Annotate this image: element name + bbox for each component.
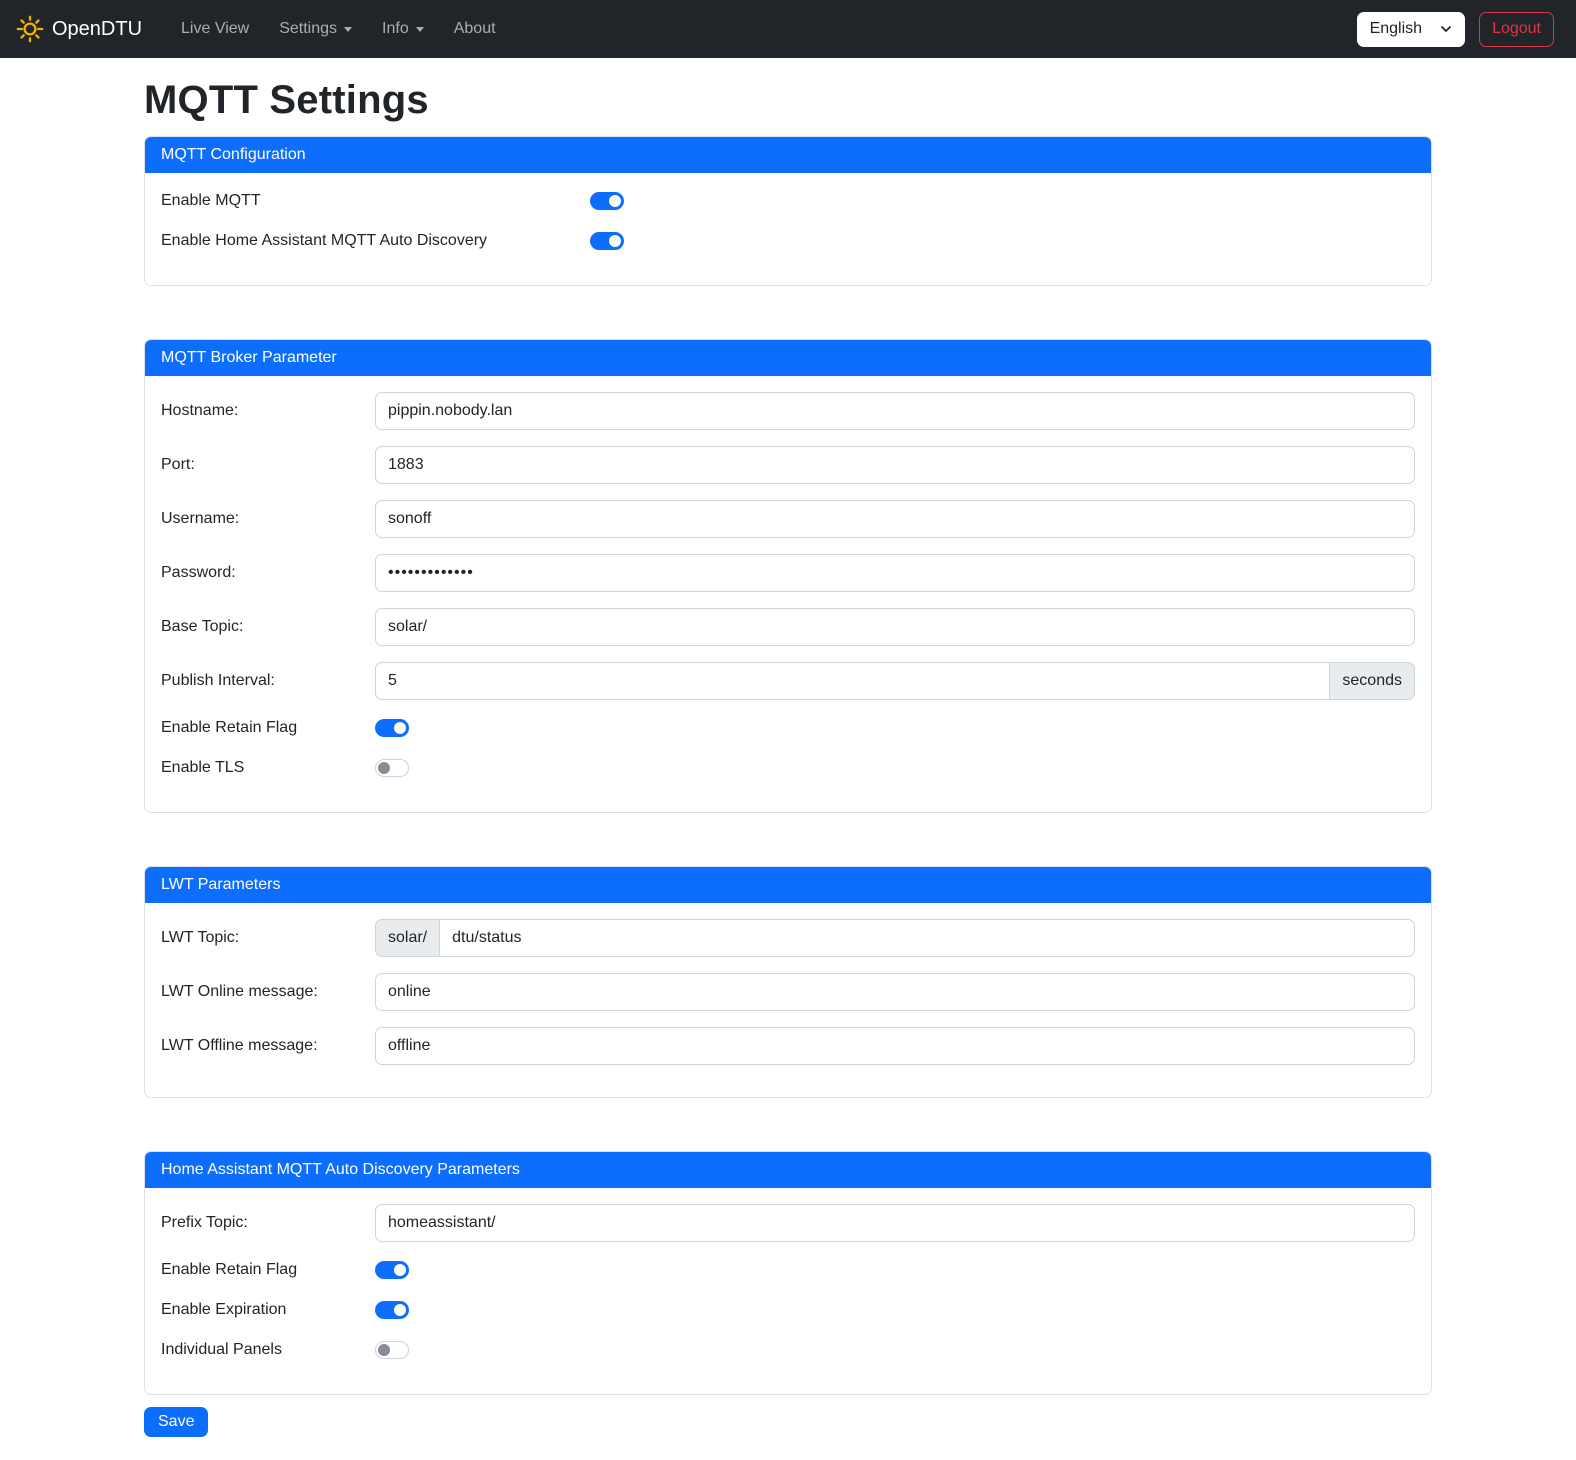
brand[interactable]: OpenDTU [16, 15, 142, 43]
lwt-parameters-card: LWT Parameters LWT Topic: solar/ LWT Onl… [144, 866, 1432, 1098]
ha-discovery-body: Prefix Topic: Enable Retain Flag Enable … [145, 1188, 1431, 1394]
lwt-parameters-header: LWT Parameters [145, 867, 1431, 903]
lwt-online-input[interactable] [375, 973, 1415, 1011]
enable-ha-discovery-row: Enable Home Assistant MQTT Auto Discover… [161, 229, 1415, 253]
hostname-row: Hostname: [161, 392, 1415, 430]
publish-interval-row: Publish Interval: seconds [161, 662, 1415, 700]
enable-mqtt-toggle[interactable] [590, 192, 624, 210]
nav-about[interactable]: About [453, 20, 496, 37]
retain-flag-label: Enable Retain Flag [161, 719, 298, 736]
prefix-topic-input[interactable] [375, 1204, 1415, 1242]
toggle-knob [394, 1304, 406, 1316]
publish-interval-input[interactable] [375, 662, 1331, 700]
mqtt-configuration-header: MQTT Configuration [145, 137, 1431, 173]
publish-interval-label: Publish Interval: [161, 672, 275, 689]
base-topic-label: Base Topic: [161, 618, 244, 635]
toggle-knob [378, 762, 390, 774]
navbar-right: English Logout [1356, 11, 1560, 47]
port-input[interactable] [375, 446, 1415, 484]
username-input[interactable] [375, 500, 1415, 538]
enable-mqtt-label: Enable MQTT [161, 192, 261, 209]
hostname-input[interactable] [375, 392, 1415, 430]
nav-live-view[interactable]: Live View [181, 20, 250, 37]
brand-label: OpenDTU [52, 17, 143, 40]
enable-expiration-row: Enable Expiration [161, 1298, 1415, 1322]
mqtt-broker-card: MQTT Broker Parameter Hostname: Port: Us… [144, 339, 1432, 813]
toggle-knob [609, 195, 621, 207]
hostname-label: Hostname: [161, 402, 239, 419]
individual-panels-toggle[interactable] [375, 1341, 409, 1359]
lwt-topic-row: LWT Topic: solar/ [161, 919, 1415, 957]
mqtt-broker-body: Hostname: Port: Username: Password: Base… [145, 376, 1431, 812]
publish-interval-unit: seconds [1330, 662, 1415, 700]
lwt-online-label: LWT Online message: [161, 983, 318, 1000]
lwt-parameters-body: LWT Topic: solar/ LWT Online message: LW… [145, 903, 1431, 1097]
enable-expiration-toggle[interactable] [375, 1301, 409, 1319]
enable-ha-discovery-toggle[interactable] [590, 232, 624, 250]
lwt-topic-input[interactable] [439, 919, 1415, 957]
lwt-offline-input[interactable] [375, 1027, 1415, 1065]
ha-retain-flag-row: Enable Retain Flag [161, 1258, 1415, 1282]
chevron-down-icon [1440, 23, 1452, 35]
language-select[interactable]: English [1356, 11, 1466, 47]
toggle-knob [609, 235, 621, 247]
prefix-topic-label: Prefix Topic: [161, 1214, 248, 1231]
lwt-online-row: LWT Online message: [161, 973, 1415, 1011]
mqtt-configuration-body: Enable MQTT Enable Home Assistant MQTT A… [145, 173, 1431, 285]
nav-links: Live View Settings Info About [166, 12, 1357, 46]
ha-discovery-card: Home Assistant MQTT Auto Discovery Param… [144, 1151, 1432, 1395]
nav-settings[interactable]: Settings [264, 12, 367, 46]
ha-retain-flag-toggle[interactable] [375, 1261, 409, 1279]
ha-retain-flag-label: Enable Retain Flag [161, 1261, 298, 1278]
caret-down-icon [344, 26, 353, 32]
navbar: OpenDTU Live View Settings Info About En… [0, 0, 1576, 58]
individual-panels-row: Individual Panels [161, 1338, 1415, 1362]
port-row: Port: [161, 446, 1415, 484]
enable-ha-discovery-label: Enable Home Assistant MQTT Auto Discover… [161, 232, 488, 249]
password-input[interactable] [375, 554, 1415, 592]
individual-panels-label: Individual Panels [161, 1341, 282, 1358]
mqtt-configuration-card: MQTT Configuration Enable MQTT Enable Ho… [144, 136, 1432, 286]
base-topic-row: Base Topic: [161, 608, 1415, 646]
caret-down-icon [415, 26, 424, 32]
toggle-knob [394, 1264, 406, 1276]
page-title: MQTT Settings [144, 78, 429, 122]
toggle-knob [394, 722, 406, 734]
retain-flag-row: Enable Retain Flag [161, 716, 1415, 740]
sun-icon [16, 15, 44, 43]
base-topic-input[interactable] [375, 608, 1415, 646]
lwt-topic-prefix: solar/ [375, 919, 440, 957]
mqtt-broker-header: MQTT Broker Parameter [145, 340, 1431, 376]
username-row: Username: [161, 500, 1415, 538]
enable-tls-toggle[interactable] [375, 759, 409, 777]
port-label: Port: [161, 456, 195, 473]
enable-tls-label: Enable TLS [161, 759, 245, 776]
enable-expiration-label: Enable Expiration [161, 1301, 287, 1318]
retain-flag-toggle[interactable] [375, 719, 409, 737]
ha-discovery-header: Home Assistant MQTT Auto Discovery Param… [145, 1152, 1431, 1188]
password-label: Password: [161, 564, 236, 581]
enable-mqtt-row: Enable MQTT [161, 189, 1415, 213]
lwt-topic-label: LWT Topic: [161, 929, 240, 946]
language-select-value: English [1369, 20, 1423, 37]
main-content: MQTT Settings MQTT Configuration Enable … [144, 78, 1432, 1437]
logout-button[interactable]: Logout [1479, 11, 1554, 47]
enable-tls-row: Enable TLS [161, 756, 1415, 780]
prefix-topic-row: Prefix Topic: [161, 1204, 1415, 1242]
password-row: Password: [161, 554, 1415, 592]
save-button[interactable]: Save [144, 1407, 209, 1437]
lwt-offline-label: LWT Offline message: [161, 1037, 318, 1054]
toggle-knob [378, 1344, 390, 1356]
nav-info[interactable]: Info [367, 12, 439, 46]
username-label: Username: [161, 510, 240, 527]
lwt-offline-row: LWT Offline message: [161, 1027, 1415, 1065]
